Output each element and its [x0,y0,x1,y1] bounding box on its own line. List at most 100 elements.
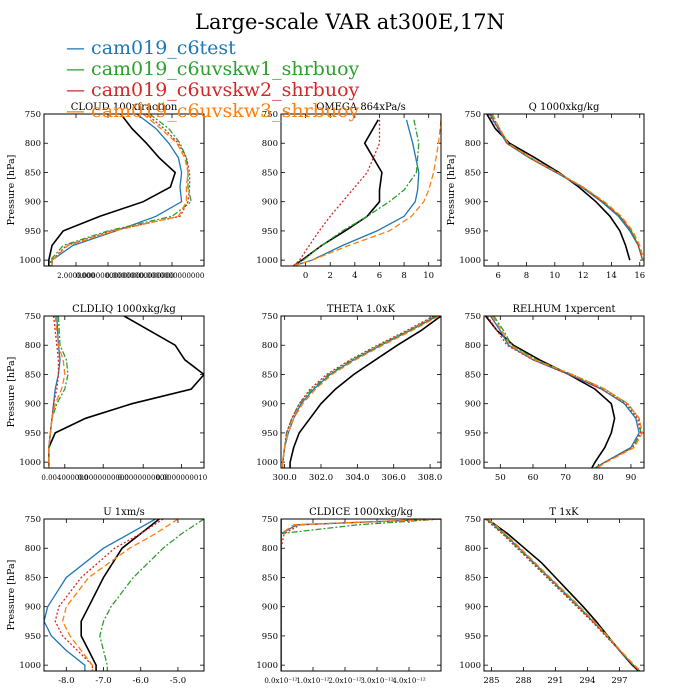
y-tick-label: 900 [25,400,41,410]
legend-label: cam019_c6uvskw2_shrbuoy [91,79,360,101]
panel-title: OMEGA 864xPa/s [316,102,406,113]
y-tick-label: 900 [465,400,481,410]
x-tick-label: 0.00000000000000 [105,272,174,280]
x-tick-label: 8 [524,271,529,281]
y-tick-label: 1000 [256,661,278,671]
legend-label: cam019_c6uvskw3_shrbuoy [91,100,360,122]
series-line [51,114,183,266]
y-tick-label: 800 [465,139,481,149]
y-tick-label: 950 [262,227,278,237]
x-tick-label: 80 [593,473,604,483]
series-line [281,519,441,671]
y-tick-label: 900 [465,603,481,613]
series-line [486,114,631,261]
y-tick-label: 850 [25,168,41,178]
legend-dash: — [66,79,92,101]
x-tick-label: 2 [328,271,333,281]
panel: OMEGA 864xPa/s 750 800 850 900 950 1000 0 2 4 6 8 10 [256,102,442,281]
y-axis-label: Pressure [hPa] [6,357,17,428]
series-line [282,316,438,468]
plot-frame [43,113,205,267]
series-line [489,316,640,468]
x-tick-label: 60 [528,473,539,483]
figure-title: Large-scale VAR at300E,17N [195,10,505,34]
panel: RELHUM 1xpercent 750 800 850 900 950 1000 50 60 7… [459,304,645,483]
x-tick-label: 297 [611,676,627,686]
y-tick-label: 850 [262,370,278,380]
x-tick-label: 288 [515,676,531,686]
y-tick-label: 1000 [459,256,481,266]
panel: CLOUD 100xfraction 750 800 850 900 950 1000 Pre… [6,102,205,280]
series-line [292,119,420,266]
x-tick-label: 14 [606,271,617,281]
y-axis-label: Pressure [hPa] [6,560,17,631]
series-line [48,316,66,468]
y-tick-label: 1000 [459,661,481,671]
y-tick-label: 950 [25,632,41,642]
x-tick-label: 0 [303,271,308,281]
x-tick-label: 10 [549,271,560,281]
y-axis-label: Pressure [hPa] [6,155,17,226]
panel: Q 1000xkg/kg 750 800 850 900 950 1000 Pressure … [446,102,645,281]
series-line [281,519,441,671]
x-tick-label: 285 [483,676,499,686]
y-tick-label: 800 [262,544,278,554]
plot-frame [483,113,645,267]
series-line [49,114,192,266]
legend-entry: — cam019_c6test [66,38,359,59]
y-tick-label: 950 [262,632,278,642]
panel: CLDLIQ 1000xkg/kg 750 800 850 900 950 1000 Pres… [6,304,207,482]
series-line [487,519,642,671]
x-tick-label: 3.0x10⁻¹² [360,677,393,685]
panel-title: THETA 1.0xK [327,304,396,315]
y-tick-label: 800 [25,139,41,149]
panel-title: CLDLIQ 1000xkg/kg [72,304,176,315]
series-line [54,519,164,671]
y-tick-label: 950 [25,429,41,439]
series-line [51,114,191,266]
plot-frame [483,315,645,469]
series-line [486,316,642,468]
plot-frame [280,315,442,469]
series-line [489,114,644,261]
panel-title: T 1xK [549,507,579,518]
y-tick-label: 1000 [19,661,41,671]
y-tick-label: 800 [262,341,278,351]
legend: — cam019_c6test — cam019_c6uvskw1_shrbuo… [66,38,359,122]
series-line [44,519,156,671]
y-tick-label: 800 [262,139,278,149]
x-tick-label: 70 [560,473,571,483]
series-line [281,519,441,671]
legend-entry: — cam019_c6uvskw3_shrbuoy [66,101,359,122]
x-tick-label: 0.0x10⁻¹² [264,677,297,685]
y-tick-label: 950 [465,632,481,642]
panel: CLDICE 1000xkg/kg 750 800 850 900 950 1000 0.0x… [256,507,442,685]
y-tick-label: 900 [465,198,481,208]
series-line [487,114,644,261]
x-tick-label: 8 [401,271,406,281]
legend-dash: — [66,58,92,80]
series-line [292,119,381,266]
y-tick-label: 800 [25,341,41,351]
legend-entry: — cam019_c6uvskw1_shrbuoy [66,59,359,80]
x-tick-label: 2.0x10⁻¹² [328,677,361,685]
legend-dash: — [66,37,92,59]
legend-dash: — [66,100,92,122]
y-tick-label: 850 [465,370,481,380]
series-line [484,316,616,468]
x-tick-label: 0.0000000010 [156,474,207,482]
y-axis-label: Pressure [hPa] [446,155,457,226]
series-line [282,316,435,468]
series-line [47,316,204,468]
y-tick-label: 750 [465,515,481,525]
y-tick-label: 750 [465,312,481,322]
y-tick-label: 900 [25,198,41,208]
plot-frame [43,315,205,469]
plot-frame [483,518,645,672]
series-line [491,316,644,468]
x-tick-label: 4 [352,271,357,281]
y-tick-label: 900 [25,603,41,613]
series-line [484,519,641,671]
series-line [485,519,641,671]
